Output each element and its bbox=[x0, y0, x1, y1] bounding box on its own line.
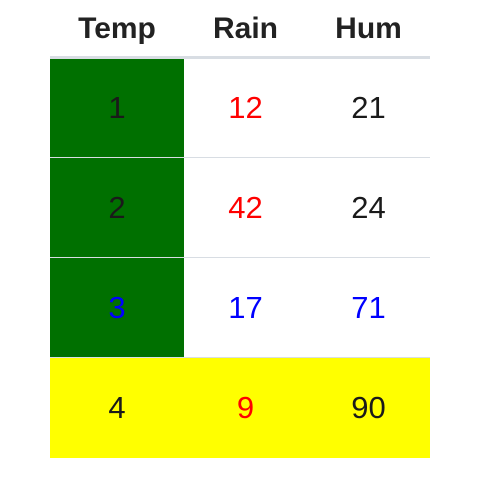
table-header: Temp Rain Hum bbox=[50, 0, 430, 59]
column-header-rain: Rain bbox=[184, 0, 307, 59]
cell-rain: 12 bbox=[184, 57, 307, 158]
cell-hum: 90 bbox=[351, 389, 386, 425]
styled-data-table: Temp Rain Hum 1 12 21 2 42 24 3 17 71 bbox=[50, 0, 430, 458]
cell-hum: 24 bbox=[307, 157, 430, 258]
cell-rain: 9 bbox=[236, 389, 255, 425]
cell-temp: 2 bbox=[50, 157, 184, 258]
table-row: 4 9 90 bbox=[50, 357, 430, 458]
table-row: 2 42 24 bbox=[50, 157, 430, 258]
cell-rain: 42 bbox=[184, 157, 307, 258]
column-header-hum: Hum bbox=[307, 0, 430, 59]
cell-hum: 71 bbox=[307, 257, 430, 358]
table-row: 3 17 71 bbox=[50, 257, 430, 358]
table-row: 1 12 21 bbox=[50, 57, 430, 158]
cell-temp: 1 bbox=[50, 57, 184, 158]
cell-hum: 21 bbox=[307, 57, 430, 158]
cell-rain: 17 bbox=[184, 257, 307, 358]
header-row: Temp Rain Hum bbox=[50, 0, 430, 59]
cell-temp: 3 bbox=[50, 257, 184, 358]
column-header-temp: Temp bbox=[50, 0, 184, 59]
cell-temp: 4 bbox=[108, 389, 126, 425]
table-body: 1 12 21 2 42 24 3 17 71 4 9 90 bbox=[50, 57, 430, 458]
